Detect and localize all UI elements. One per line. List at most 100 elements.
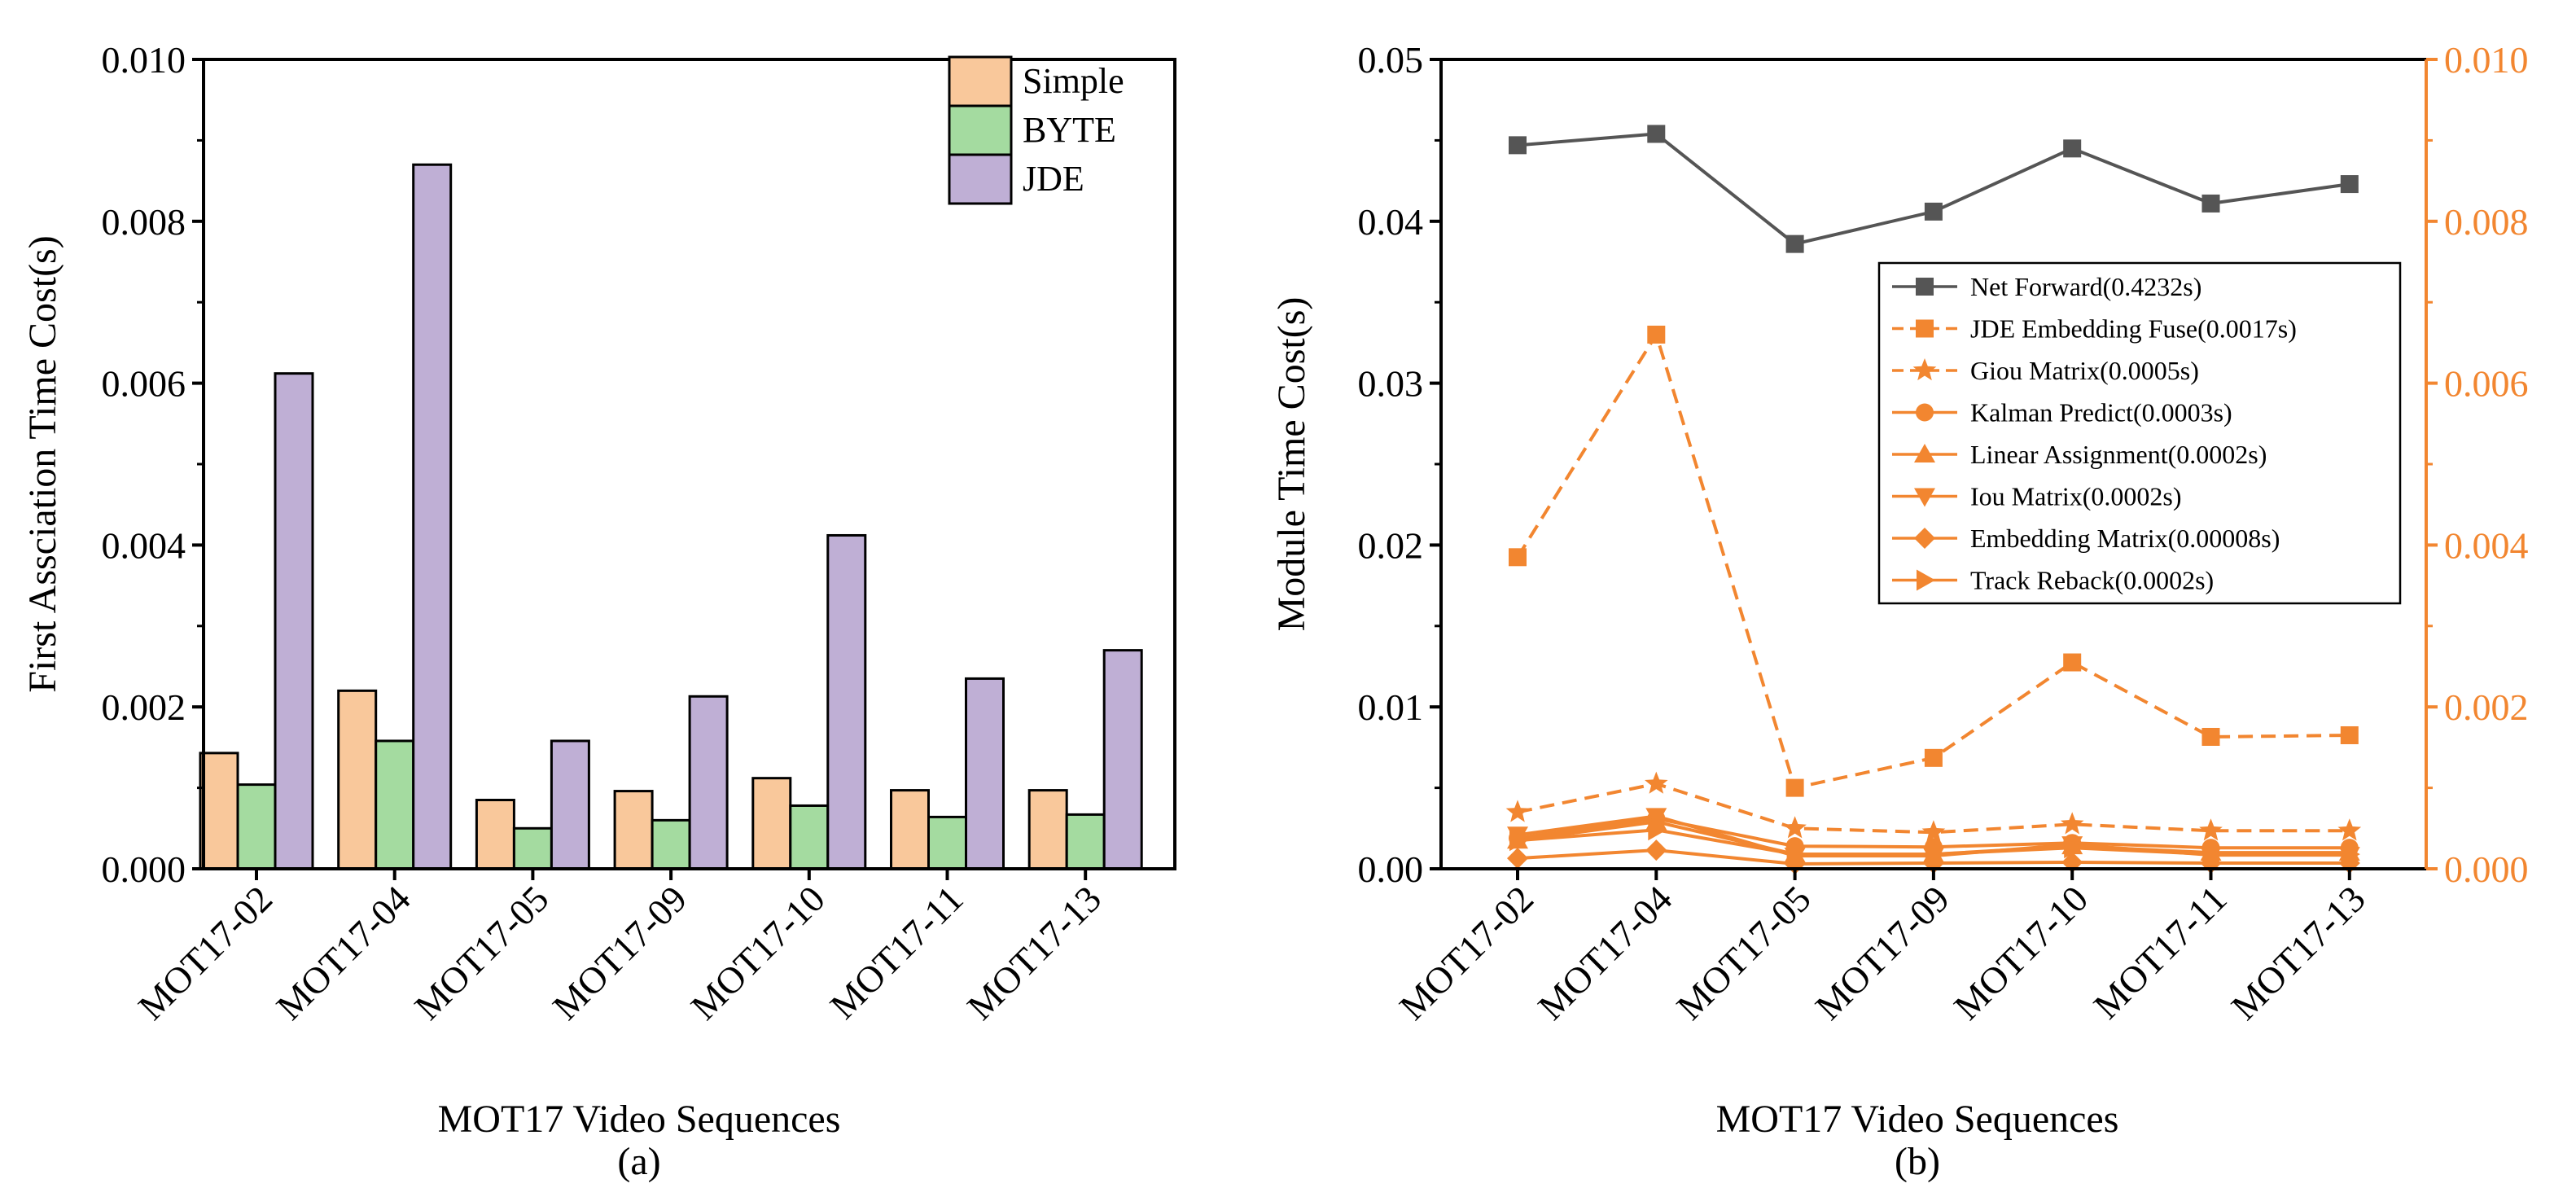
left-tick-label: 0.01 [1358, 686, 1424, 728]
chart-a-bars [199, 163, 1143, 870]
bar-byte-mot17-09 [651, 818, 691, 870]
legend-marker [1914, 488, 1935, 507]
series-jde-embedding-fuse-0-0017s [1509, 325, 2359, 797]
legend-item-kalman-predict-0-0003s: Kalman Predict(0.0003s) [1892, 398, 2232, 427]
legend-marker [1912, 358, 1937, 381]
series-line-net-forward-0-4232s [1517, 132, 2350, 246]
chart-b-caption: (b) [1895, 1140, 1940, 1183]
point-track-reback-0-0002s-mot17-05 [1786, 844, 1806, 866]
bar-jde-mot17-04 [412, 163, 453, 870]
legend-label-track-reback-0-0002s: Track Reback(0.0002s) [1970, 566, 2214, 595]
point-track-reback-0-0002s-mot17-13 [2341, 844, 2360, 866]
bar-jde-mot17-10 [826, 533, 867, 870]
legend-swatch-jde [948, 153, 1013, 205]
right-tick-label: 0.002 [2444, 686, 2529, 728]
point-track-reback-0-0002s-mot17-04 [1648, 819, 1667, 841]
x-tick-label-mot17-09: MOT17-09 [1807, 878, 1957, 1028]
x-tick-label-mot17-05: MOT17-05 [1668, 878, 1818, 1028]
point-net-forward-0-4232s-mot17-02 [1509, 136, 1527, 155]
legend-marker [1914, 528, 1935, 549]
legend-label-linear-assignment-0-0002s: Linear Assignment(0.0002s) [1970, 440, 2267, 469]
y-tick-label: 0.000 [102, 848, 186, 890]
right-tick-label: 0.004 [2444, 524, 2529, 566]
legend-item-iou-matrix-0-0002s: Iou Matrix(0.0002s) [1892, 482, 2182, 511]
x-tick-label-mot17-05: MOT17-05 [406, 878, 556, 1028]
point-giou-matrix-0-0005s-mot17-05 [1783, 816, 1807, 839]
x-tick-label-mot17-02: MOT17-02 [1391, 878, 1541, 1028]
y-tick-label: 0.006 [102, 363, 186, 405]
bar-simple-mot17-09 [613, 790, 654, 870]
legend-label-kalman-predict-0-0003s: Kalman Predict(0.0003s) [1970, 398, 2232, 427]
x-tick-label-mot17-11: MOT17-11 [822, 878, 971, 1027]
point-track-reback-0-0002s-mot17-11 [2202, 844, 2222, 866]
point-jde-embedding-fuse-0-0017s-mot17-09 [1924, 748, 1943, 767]
legend-marker [1917, 569, 1935, 591]
legend-label-iou-matrix-0-0002s: Iou Matrix(0.0002s) [1970, 482, 2182, 511]
y-tick-label: 0.002 [102, 686, 186, 728]
right-tick-label: 0.006 [2444, 363, 2529, 405]
legend-item-embedding-matrix-0-00008s: Embedding Matrix(0.00008s) [1892, 524, 2280, 553]
point-jde-embedding-fuse-0-0017s-mot17-02 [1509, 548, 1527, 567]
legend-item-jde-embedding-fuse-0-0017s: JDE Embedding Fuse(0.0017s) [1892, 314, 2297, 344]
bar-jde-mot17-02 [274, 372, 314, 870]
bar-byte-mot17-05 [512, 826, 553, 870]
legend-marker [1916, 319, 1934, 338]
point-embedding-matrix-0-00008s-mot17-04 [1645, 839, 1667, 861]
point-jde-embedding-fuse-0-0017s-mot17-11 [2201, 727, 2220, 746]
point-net-forward-0-4232s-mot17-13 [2340, 175, 2359, 194]
point-jde-embedding-fuse-0-0017s-mot17-10 [2063, 653, 2082, 672]
bar-jde-mot17-13 [1102, 649, 1143, 870]
y-tick-label: 0.008 [102, 201, 186, 243]
legend-label-embedding-matrix-0-00008s: Embedding Matrix(0.00008s) [1970, 524, 2280, 553]
point-giou-matrix-0-0005s-mot17-11 [2199, 818, 2223, 841]
bar-byte-mot17-13 [1065, 813, 1106, 870]
legend-swatch-simple [948, 55, 1013, 107]
point-iou-matrix-0-0002s-mot17-04 [1645, 808, 1667, 827]
x-tick-label-mot17-13: MOT17-13 [959, 878, 1109, 1028]
point-track-reback-0-0002s-mot17-10 [2064, 837, 2083, 859]
legend-label-simple: Simple [1023, 61, 1124, 101]
chart-a-y-axis: 0.000 0.002 0.004 0.006 0.008 0.010 [102, 39, 204, 890]
bar-byte-mot17-02 [236, 783, 277, 870]
chart-b-x-axis: MOT17-02MOT17-04MOT17-05MOT17-09MOT17-10… [1391, 869, 2373, 1028]
point-giou-matrix-0-0005s-mot17-04 [1645, 771, 1668, 794]
x-tick-label-mot17-04: MOT17-04 [269, 878, 418, 1028]
x-tick-label-mot17-02: MOT17-02 [130, 878, 280, 1028]
chart-a-y-label: First Assciation Time Cost(s) [21, 235, 64, 692]
x-tick-label-mot17-13: MOT17-13 [2223, 878, 2373, 1028]
legend-item-giou-matrix-0-0005s: Giou Matrix(0.0005s) [1892, 356, 2199, 385]
point-giou-matrix-0-0005s-mot17-13 [2337, 818, 2362, 841]
left-tick-label: 0.05 [1358, 39, 1424, 81]
point-net-forward-0-4232s-mot17-05 [1785, 235, 1804, 253]
left-tick-label: 0.02 [1358, 524, 1424, 566]
point-giou-matrix-0-0005s-mot17-10 [2060, 812, 2084, 835]
point-net-forward-0-4232s-mot17-09 [1924, 202, 1943, 221]
legend-label-giou-matrix-0-0005s: Giou Matrix(0.0005s) [1970, 356, 2199, 385]
right-tick-label: 0.010 [2444, 39, 2529, 81]
series-giou-matrix-0-0005s [1505, 771, 2362, 843]
bar-jde-mot17-11 [965, 677, 1005, 870]
chart-a-x-axis: MOT17-02MOT17-04MOT17-05MOT17-09MOT17-10… [130, 869, 1109, 1028]
bar-byte-mot17-04 [375, 739, 415, 870]
point-giou-matrix-0-0005s-mot17-09 [1921, 820, 1946, 843]
chart-b-y-label: Module Time Cost(s) [1270, 297, 1313, 632]
chart-b-legend: Net Forward(0.4232s) JDE Embedding Fuse(0… [1877, 261, 2402, 605]
legend-item-linear-assignment-0-0002s: Linear Assignment(0.0002s) [1892, 440, 2267, 469]
legend-label-byte: BYTE [1023, 110, 1116, 150]
legend-label-net-forward-0-4232s: Net Forward(0.4232s) [1970, 272, 2201, 301]
point-jde-embedding-fuse-0-0017s-mot17-04 [1647, 325, 1666, 344]
point-giou-matrix-0-0005s-mot17-02 [1505, 800, 1530, 822]
series-track-reback-0-0002s [1509, 819, 2360, 866]
y-tick-label: 0.004 [102, 524, 186, 566]
bar-simple-mot17-13 [1027, 789, 1068, 870]
point-embedding-matrix-0-00008s-mot17-02 [1507, 848, 1528, 870]
chart-b-series [1505, 125, 2362, 875]
chart-a-x-label: MOT17 Video Sequences [438, 1098, 841, 1141]
legend-item-net-forward-0-4232s: Net Forward(0.4232s) [1892, 272, 2201, 301]
point-jde-embedding-fuse-0-0017s-mot17-13 [2340, 725, 2359, 744]
right-tick-label: 0.008 [2444, 201, 2529, 243]
left-tick-label: 0.00 [1358, 848, 1424, 890]
left-tick-label: 0.03 [1358, 363, 1424, 405]
legend-marker [1916, 278, 1934, 296]
